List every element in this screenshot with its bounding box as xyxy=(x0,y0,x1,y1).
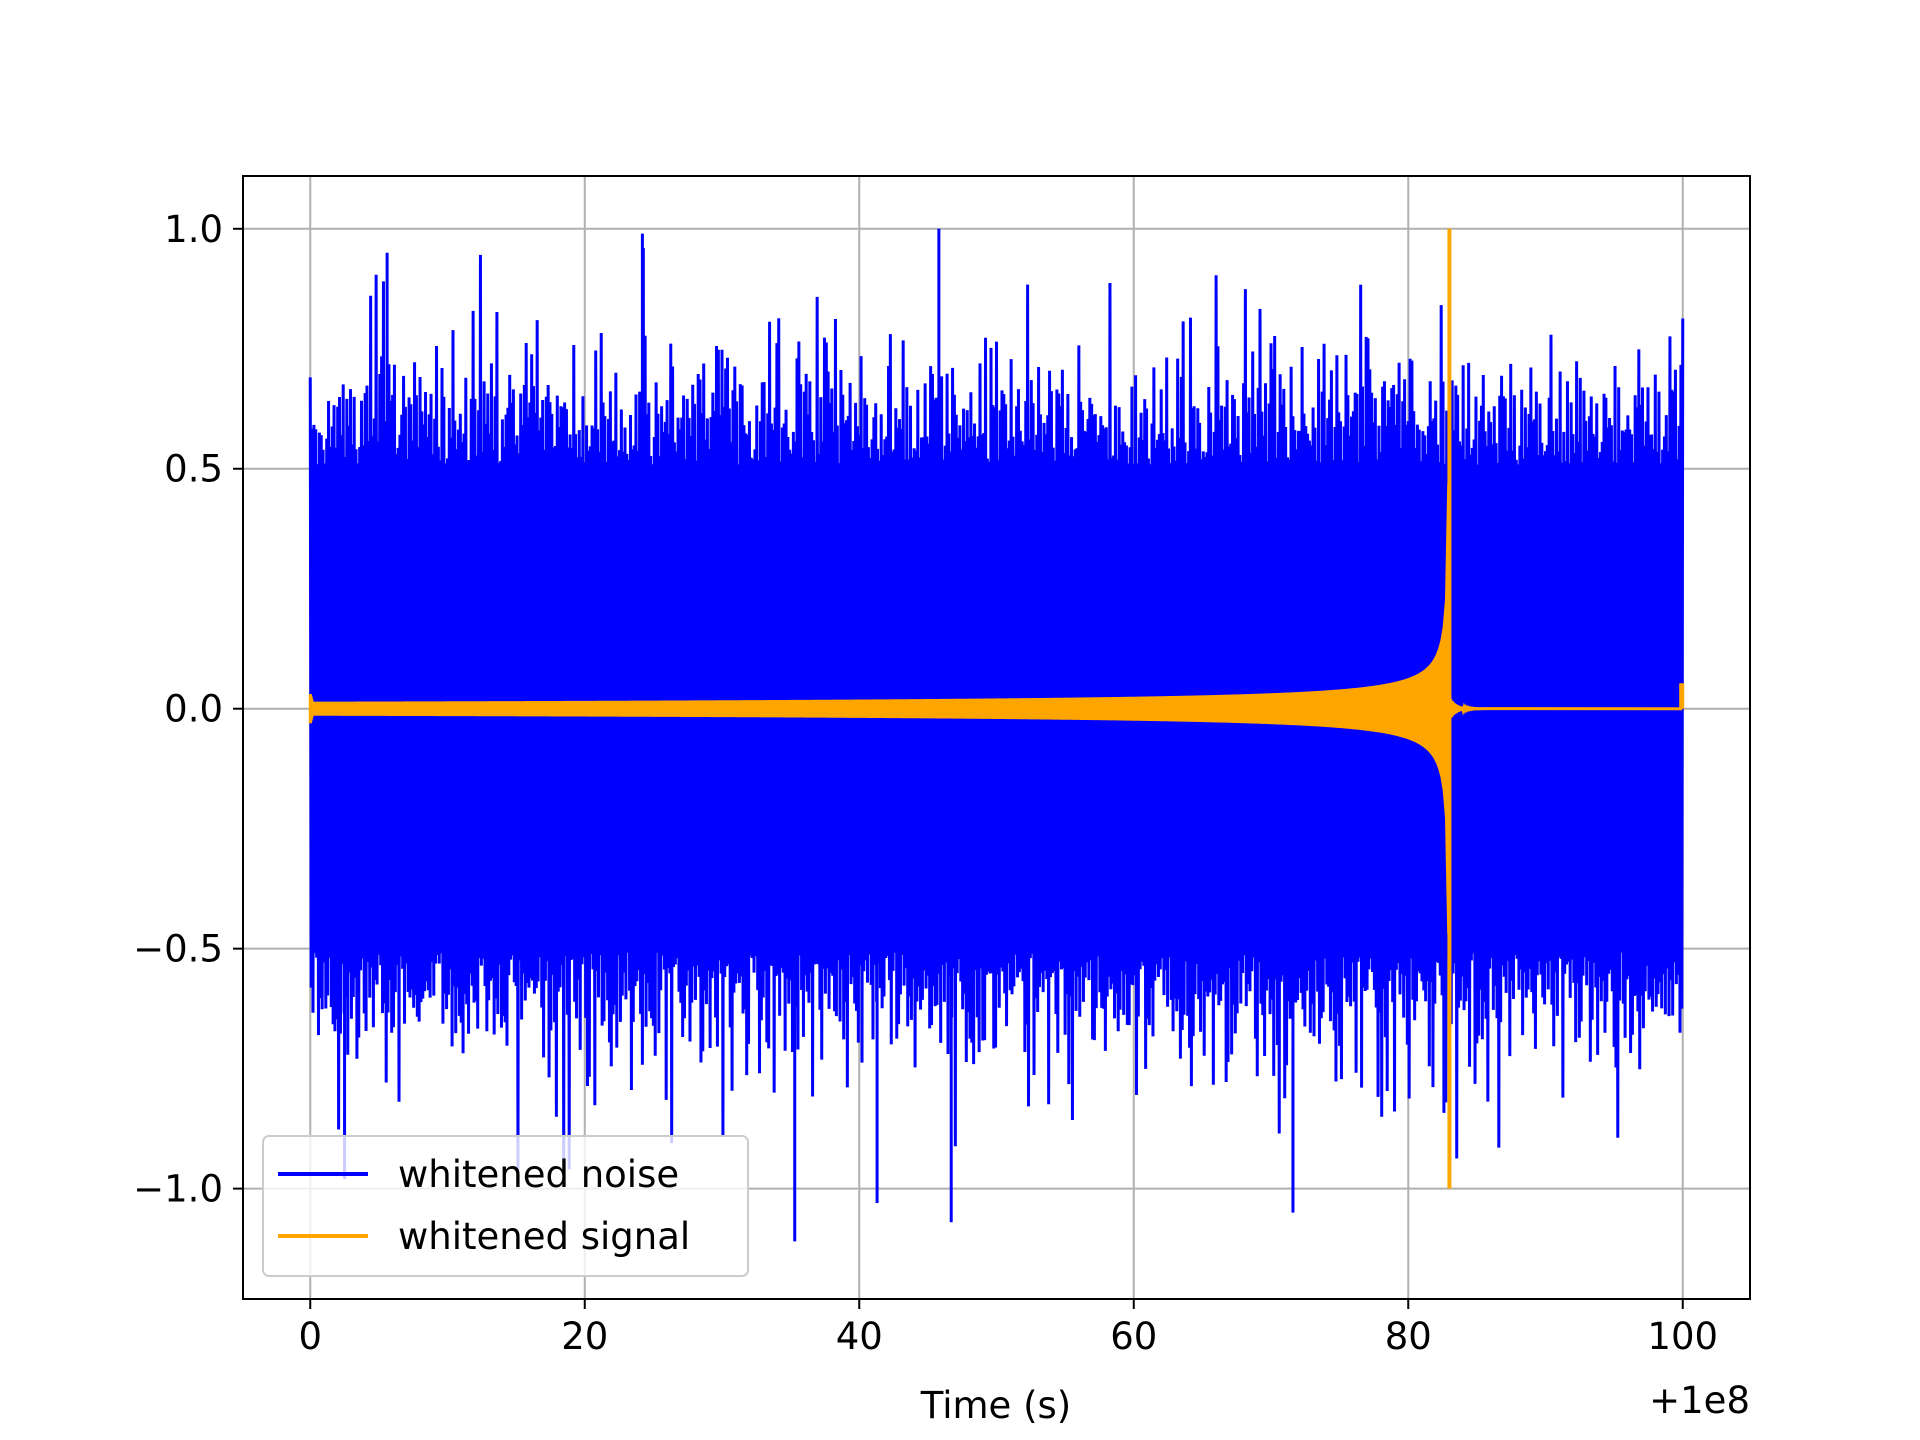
y-tick-label: 1.0 xyxy=(164,208,223,251)
legend-box xyxy=(262,1135,749,1277)
x-tick-label: 100 xyxy=(1647,1315,1718,1358)
legend: whitened noise whitened signal xyxy=(262,1135,749,1277)
x-tick-label: 60 xyxy=(1110,1315,1157,1358)
legend-label-signal: whitened signal xyxy=(398,1215,690,1258)
series-whitened-noise xyxy=(308,228,1685,1242)
x-tick-label: 0 xyxy=(298,1315,322,1358)
x-tick-label: 40 xyxy=(836,1315,883,1358)
x-tick-label: 20 xyxy=(561,1315,608,1358)
x-axis-label: Time (s) xyxy=(920,1384,1071,1427)
plot-area xyxy=(308,228,1685,1242)
x-offset-label: +1e8 xyxy=(1649,1379,1750,1422)
y-tick-label: 0.0 xyxy=(164,688,223,731)
series-whitened-signal-tail xyxy=(1448,683,1685,719)
y-tick-label: −0.5 xyxy=(133,928,223,971)
y-tick-label: 0.5 xyxy=(164,448,223,491)
x-tick-label: 80 xyxy=(1385,1315,1432,1358)
y-tick-label: −1.0 xyxy=(133,1168,223,1211)
axis-ticks: 0 20 40 60 80 100 1.0 0.5 0.0 −0.5 −1.0 xyxy=(133,208,1718,1358)
axes-frame xyxy=(242,175,1751,1300)
legend-label-noise: whitened noise xyxy=(398,1153,679,1196)
